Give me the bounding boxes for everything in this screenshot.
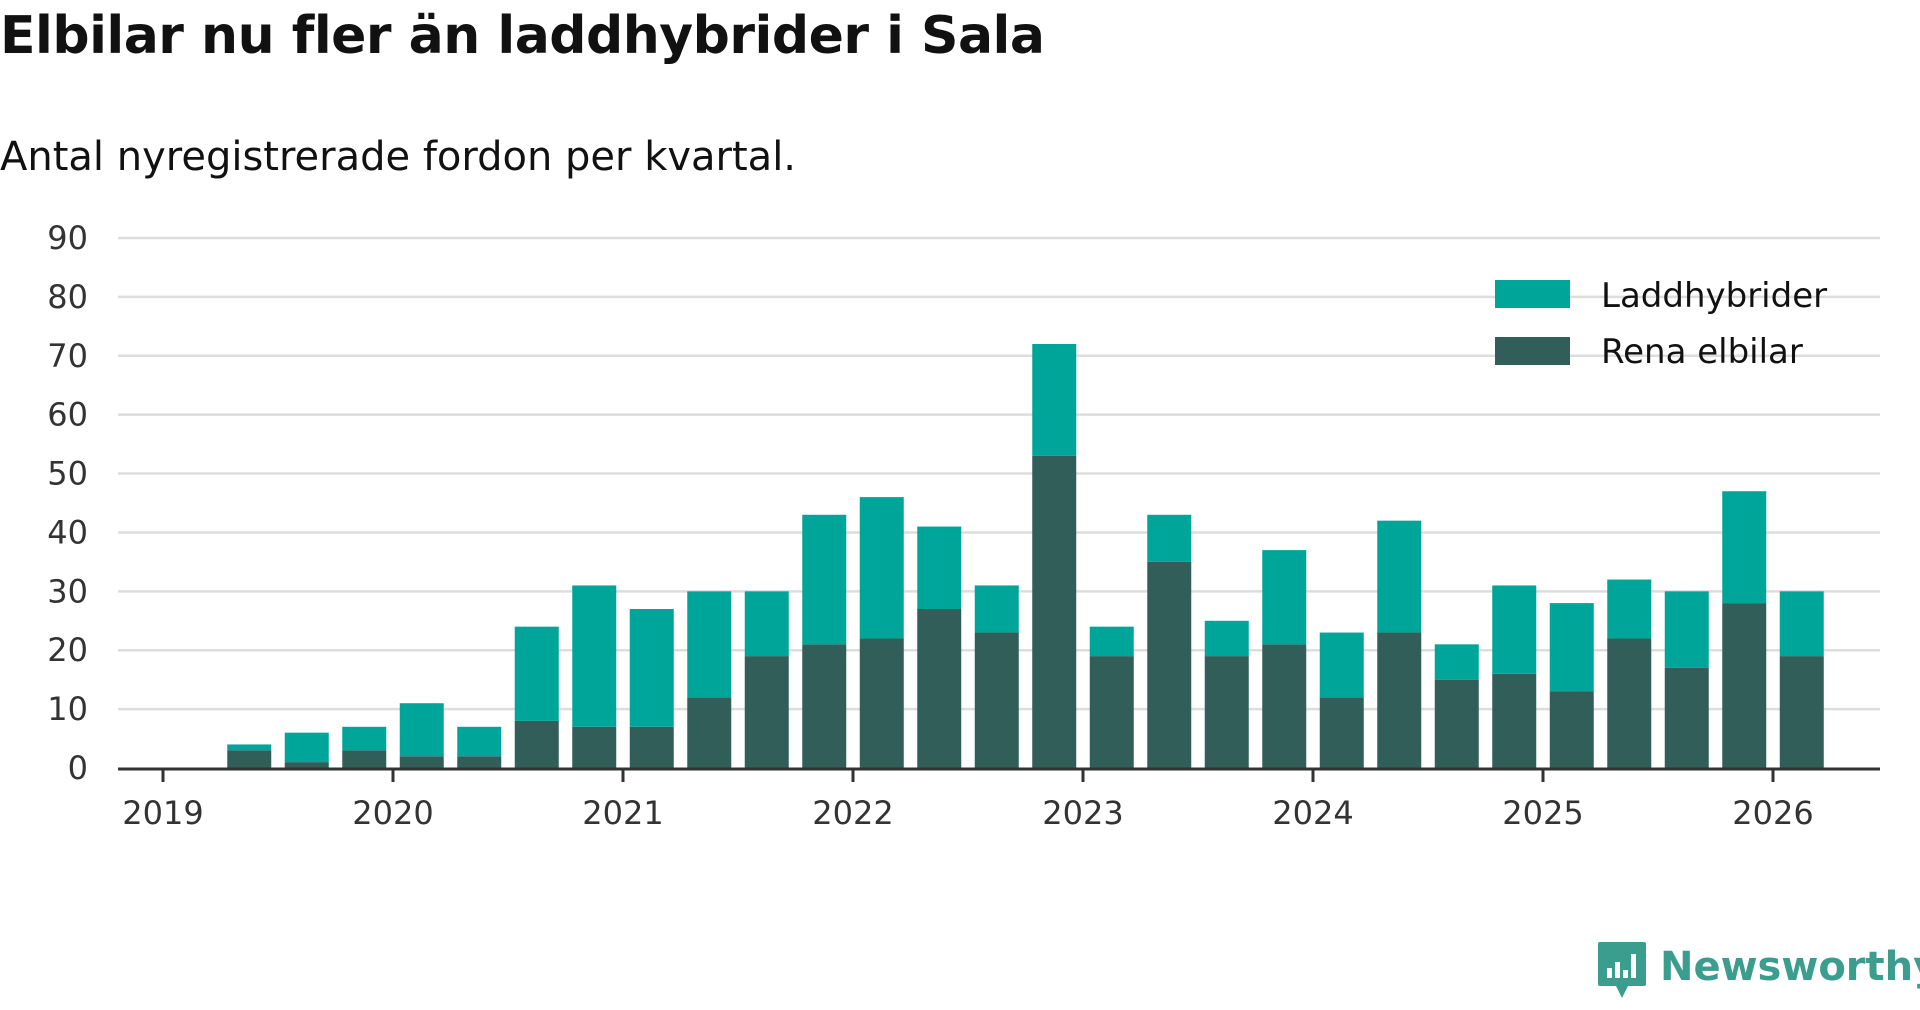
bars bbox=[227, 344, 1824, 768]
bar-rena-elbilar bbox=[399, 756, 444, 768]
legend: Laddhybrider Rena elbilar bbox=[1495, 276, 1827, 372]
x-tick-label: 2022 bbox=[812, 794, 893, 832]
y-axis-ticks: 0 10 20 30 40 50 60 70 80 90 bbox=[47, 219, 88, 787]
bar-laddhybrider bbox=[1492, 585, 1537, 674]
bar-rena-elbilar bbox=[1262, 644, 1307, 768]
bar-laddhybrider bbox=[1434, 644, 1479, 680]
bar-rena-elbilar bbox=[284, 762, 329, 768]
bar-laddhybrider bbox=[1607, 579, 1652, 639]
chart-subtitle: Antal nyregistrerade fordon per kvartal. bbox=[0, 134, 797, 180]
bar-laddhybrider bbox=[572, 585, 617, 727]
bar-laddhybrider bbox=[1147, 514, 1192, 562]
y-tick-label: 20 bbox=[47, 631, 88, 669]
bar-rena-elbilar bbox=[687, 697, 732, 768]
y-tick-label: 30 bbox=[47, 572, 88, 610]
legend-swatch-laddhybrider bbox=[1495, 280, 1570, 308]
y-tick-label: 10 bbox=[47, 690, 88, 728]
bar-rena-elbilar bbox=[1319, 697, 1364, 768]
bar-rena-elbilar bbox=[1607, 638, 1652, 768]
bar-rena-elbilar bbox=[1032, 455, 1077, 768]
bar-rena-elbilar bbox=[227, 750, 272, 768]
bar-rena-elbilar bbox=[974, 632, 1019, 768]
bar-rena-elbilar bbox=[917, 609, 962, 768]
bar-laddhybrider bbox=[802, 514, 847, 645]
chart-title: Elbilar nu fler än laddhybrider i Sala bbox=[0, 6, 1045, 66]
y-tick-label: 80 bbox=[47, 278, 88, 316]
bar-rena-elbilar bbox=[1664, 667, 1709, 768]
bar-rena-elbilar bbox=[1434, 679, 1479, 768]
bar-laddhybrider bbox=[744, 591, 789, 657]
bar-laddhybrider bbox=[1664, 591, 1709, 668]
bar-rena-elbilar bbox=[629, 726, 674, 768]
bar-chart-icon bbox=[1598, 942, 1646, 998]
bar-laddhybrider bbox=[1262, 550, 1307, 645]
bar-laddhybrider bbox=[859, 497, 904, 639]
bar-rena-elbilar bbox=[1204, 656, 1249, 768]
bar-laddhybrider bbox=[974, 585, 1019, 633]
bar-laddhybrider bbox=[1204, 620, 1249, 657]
bar-rena-elbilar bbox=[342, 750, 387, 768]
y-tick-label: 40 bbox=[47, 513, 88, 551]
y-tick-label: 50 bbox=[47, 455, 88, 493]
bar-laddhybrider bbox=[227, 744, 272, 751]
x-tick-label: 2019 bbox=[122, 794, 203, 832]
y-tick-label: 60 bbox=[47, 396, 88, 434]
bar-rena-elbilar bbox=[572, 726, 617, 768]
y-tick-label: 0 bbox=[68, 749, 88, 787]
bar-rena-elbilar bbox=[744, 656, 789, 768]
bar-laddhybrider bbox=[1377, 520, 1422, 633]
bar-laddhybrider bbox=[1319, 632, 1364, 698]
bar-rena-elbilar bbox=[457, 756, 502, 768]
bar-rena-elbilar bbox=[1147, 561, 1192, 768]
legend-swatch-rena-elbilar bbox=[1495, 337, 1570, 365]
bar-laddhybrider bbox=[1549, 603, 1594, 692]
bar-rena-elbilar bbox=[802, 644, 847, 768]
brand-logo: Newsworthy bbox=[1590, 930, 1920, 1010]
x-tick-label: 2020 bbox=[352, 794, 433, 832]
bar-laddhybrider bbox=[629, 609, 674, 727]
bar-rena-elbilar bbox=[1549, 691, 1594, 768]
bar-laddhybrider bbox=[1722, 491, 1767, 604]
x-axis: 2019 2020 2021 2022 2023 2024 2025 2026 bbox=[118, 767, 1880, 832]
legend-label-laddhybrider: Laddhybrider bbox=[1601, 276, 1827, 316]
bar-laddhybrider bbox=[342, 726, 387, 751]
bar-laddhybrider bbox=[514, 626, 559, 721]
x-tick-label: 2024 bbox=[1272, 794, 1353, 832]
x-tick-label: 2023 bbox=[1042, 794, 1123, 832]
legend-label-rena-elbilar: Rena elbilar bbox=[1601, 332, 1803, 372]
brand-name: Newsworthy bbox=[1660, 944, 1920, 990]
bar-laddhybrider bbox=[687, 591, 732, 698]
x-tick-label: 2025 bbox=[1502, 794, 1583, 832]
bar-laddhybrider bbox=[1032, 344, 1077, 456]
bar-laddhybrider bbox=[284, 732, 329, 763]
bar-laddhybrider bbox=[1089, 626, 1134, 657]
y-tick-label: 70 bbox=[47, 337, 88, 375]
bar-rena-elbilar bbox=[1089, 656, 1134, 768]
y-tick-label: 90 bbox=[47, 219, 88, 257]
x-tick-label: 2026 bbox=[1732, 794, 1813, 832]
bar-laddhybrider bbox=[1779, 591, 1824, 657]
x-tick-label: 2021 bbox=[582, 794, 663, 832]
bar-laddhybrider bbox=[457, 726, 502, 757]
bar-rena-elbilar bbox=[859, 638, 904, 768]
bar-rena-elbilar bbox=[1722, 603, 1767, 768]
bar-laddhybrider bbox=[917, 526, 962, 609]
bar-laddhybrider bbox=[399, 703, 444, 757]
bar-rena-elbilar bbox=[1377, 632, 1422, 768]
bar-rena-elbilar bbox=[514, 720, 559, 768]
bar-rena-elbilar bbox=[1779, 656, 1824, 768]
bar-rena-elbilar bbox=[1492, 673, 1537, 768]
